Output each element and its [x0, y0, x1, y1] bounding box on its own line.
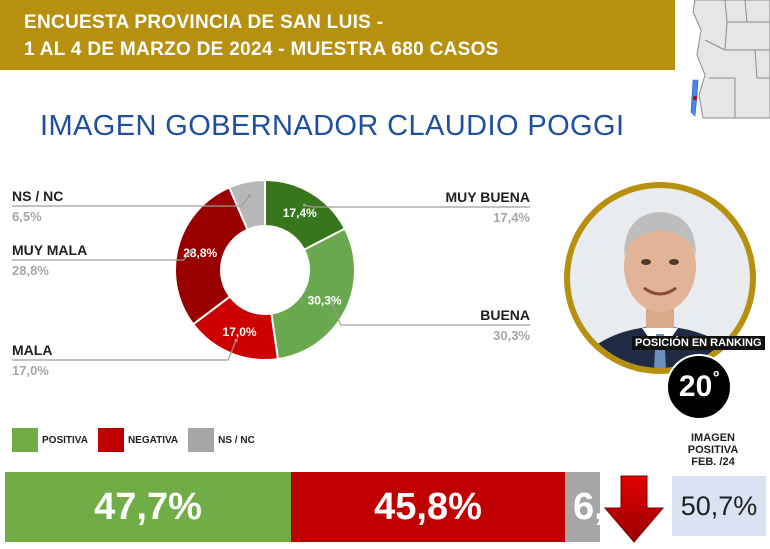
legend-swatch — [188, 428, 215, 452]
previous-value: 50,7% — [672, 476, 766, 536]
category-label: BUENA — [480, 307, 530, 323]
bar-segment-value: 45,8% — [374, 485, 482, 528]
donut-slice-value: 17,4% — [283, 206, 317, 220]
category-value: 28,8% — [12, 263, 49, 278]
donut-slice-value: 17,0% — [223, 325, 257, 339]
legend-item-positiva: POSITIVA — [12, 428, 88, 452]
leader-dot — [247, 193, 252, 198]
donut-slice-buena — [270, 227, 356, 361]
ranking-ordinal: º — [713, 369, 720, 386]
leader-dot — [331, 303, 335, 307]
legend-item-negativa: NEGATIVA — [97, 428, 179, 452]
category-label: NS / NC — [12, 188, 63, 204]
ranking-position: 20 — [678, 370, 713, 403]
down-arrow-icon — [603, 475, 665, 543]
legend: POSITIVA NEGATIVA NS / NC — [12, 427, 265, 453]
category-label: MUY MALA — [12, 242, 87, 258]
summary-stacked-bar: 47,7% 45,8% 6,5% — [5, 472, 600, 542]
legend-swatch — [12, 428, 38, 452]
leader-line — [304, 204, 530, 208]
category-label: MALA — [12, 342, 52, 358]
donut-slice-value: 30,3% — [308, 294, 342, 308]
ranking-caption: POSICIÓN EN RANKING — [632, 336, 765, 350]
category-value: 17,0% — [12, 363, 49, 378]
category-value: 6,5% — [12, 209, 42, 224]
province-map-icon — [675, 0, 770, 120]
previous-label-line2: POSITIVA — [687, 444, 739, 456]
leader-dot — [302, 203, 307, 207]
legend-item-nsnc: NS / NC — [188, 428, 255, 452]
bar-segment-negativa: 45,8% — [291, 472, 565, 542]
category-value: 17,4% — [493, 210, 530, 225]
leader-dot — [189, 249, 194, 253]
survey-title-line2: 1 AL 4 DE MARZO DE 2024 - MUESTRA 680 CA… — [24, 39, 499, 60]
bar-segment-positiva: 47,7% — [5, 472, 291, 542]
previous-label-line1: IMAGEN — [691, 432, 735, 444]
bar-segment-value: 6,5% — [573, 485, 600, 528]
legend-label: POSITIVA — [42, 434, 88, 446]
leader-line — [332, 304, 530, 326]
ranking-badge: 20 º — [666, 354, 732, 420]
donut-slice-muy-mala — [174, 186, 249, 326]
category-label: MUY BUENA — [445, 189, 530, 205]
legend-label: NS / NC — [218, 434, 255, 446]
legend-label: NEGATIVA — [127, 434, 179, 446]
donut-hole — [222, 227, 308, 313]
donut-slice-ns-nc — [227, 178, 266, 231]
leader-dot — [234, 338, 238, 342]
bar-segment-ns-nc: 6,5% — [565, 472, 600, 542]
category-value: 30,3% — [493, 328, 530, 343]
survey-title-line1: ENCUESTA PROVINCIA DE SAN LUIS - — [24, 12, 384, 33]
leader-line — [12, 340, 237, 361]
legend-swatch — [97, 428, 124, 452]
leader-line — [12, 250, 192, 261]
header-banner: ENCUESTA PROVINCIA DE SAN LUIS - 1 AL 4 … — [0, 0, 770, 70]
donut-slice-value: 28,8% — [183, 246, 217, 260]
page-title: IMAGEN GOBERNADOR CLAUDIO POGGI — [40, 110, 625, 142]
previous-label-line3: FEB. /24 — [691, 456, 735, 468]
bar-segment-value: 47,7% — [94, 485, 202, 528]
previous-label: IMAGEN POSITIVA FEB. /24 — [680, 432, 746, 468]
image-donut-chart: 17,4% MUY BUENA 17,4% 30,3% BUENA 30,3% 17,0% M… — [12, 178, 530, 378]
leader-line — [12, 195, 251, 207]
